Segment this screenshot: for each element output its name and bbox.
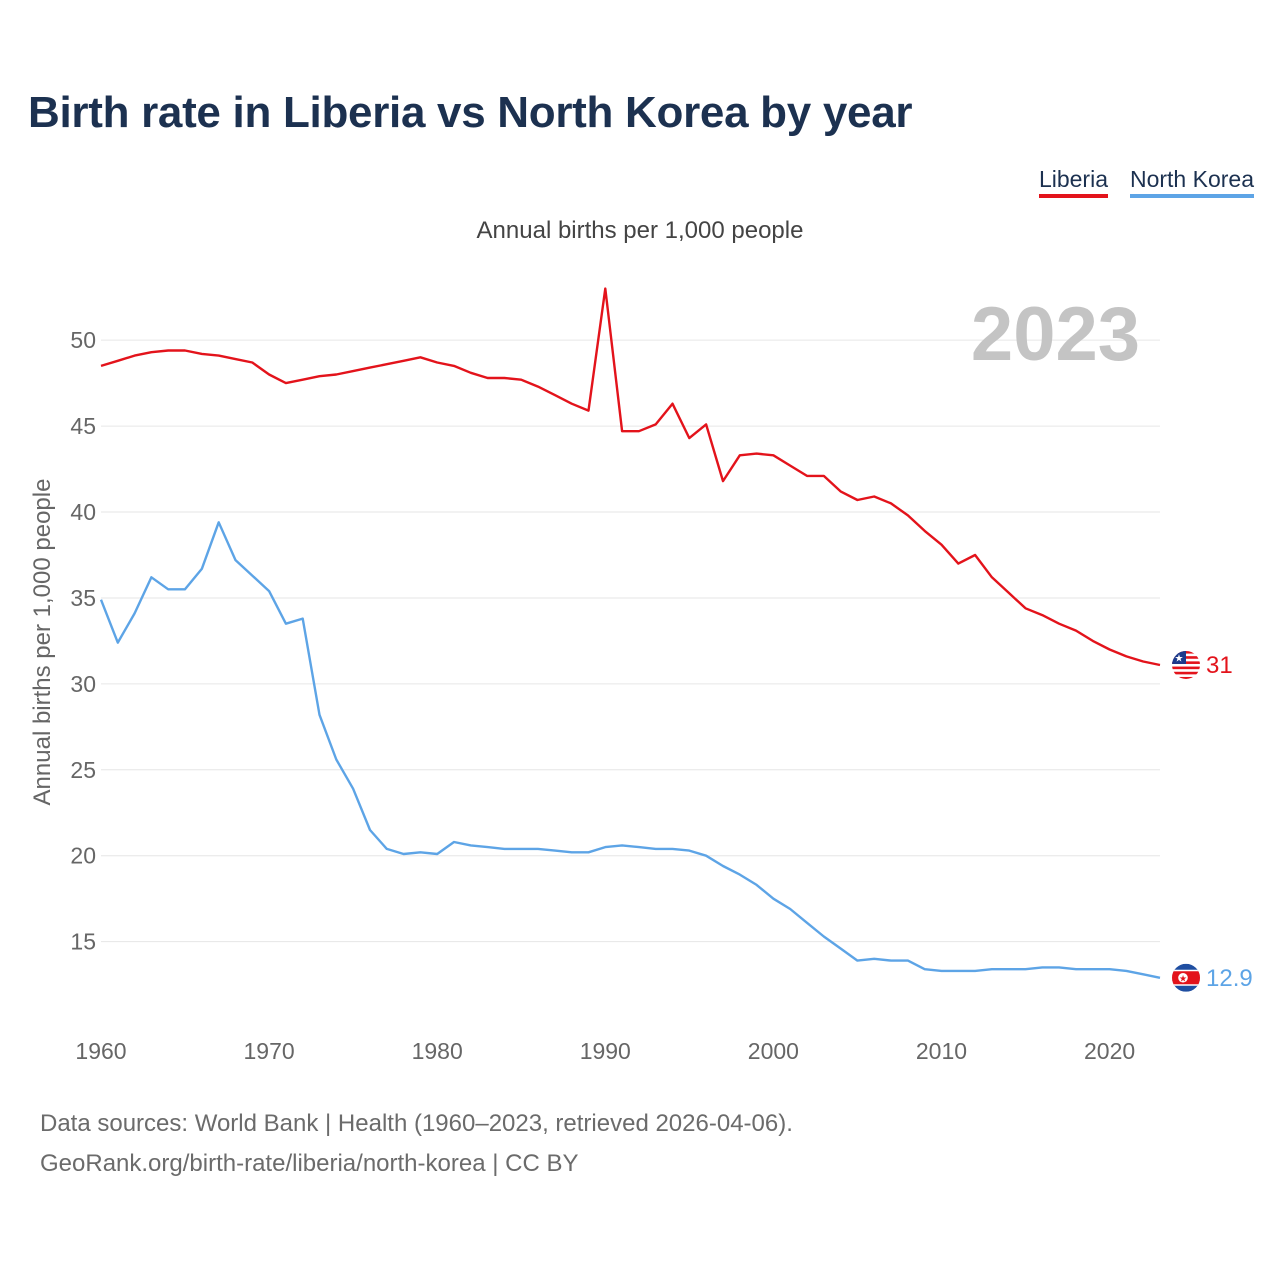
y-tick-label: 35 [70, 585, 96, 611]
end-markers: ★ ★ [1172, 650, 1200, 992]
x-tick-label: 1990 [580, 1038, 631, 1064]
y-tick-label: 25 [70, 757, 96, 783]
x-tick-label: 1960 [75, 1038, 126, 1064]
gridlines [101, 339, 1160, 943]
y-tick-label: 20 [70, 843, 96, 869]
north-korea-end-value: 12.9 [1206, 965, 1253, 992]
svg-text:★: ★ [1179, 973, 1187, 983]
legend-item-liberia[interactable]: Liberia [1038, 166, 1108, 198]
y-tick-label: 15 [70, 929, 96, 955]
x-tick-label: 2010 [916, 1038, 967, 1064]
legend: Liberia North Korea [1038, 166, 1254, 198]
line-chart: 15 20 25 30 35 40 45 50 1960 1970 1980 1990 2000 201… [29, 287, 1253, 1064]
y-axis-title: Annual births per 1,000 people [29, 479, 56, 806]
y-tick-label: 40 [70, 499, 96, 525]
y-tick-label: 30 [70, 671, 96, 697]
x-tick-label: 1980 [412, 1038, 463, 1064]
series-lines [99, 287, 1161, 979]
chart-subtitle: Annual births per 1,000 people [476, 217, 804, 244]
year-watermark: 2023 [971, 292, 1140, 377]
x-tick-label: 2000 [748, 1038, 799, 1064]
x-tick-label: 1970 [244, 1038, 295, 1064]
legend-item-north-korea[interactable]: North Korea [1129, 166, 1254, 198]
chart-title: Birth rate in Liberia vs North Korea by … [28, 88, 913, 137]
liberia-end-value: 31 [1206, 652, 1233, 679]
footer: Data sources: World Bank | Health (1960–… [40, 1104, 793, 1184]
svg-text:★: ★ [1175, 653, 1184, 664]
x-tick-label: 2020 [1084, 1038, 1135, 1064]
series-line-liberia[interactable] [100, 287, 1161, 667]
source-link[interactable]: GeoRank.org/birth-rate/liberia/north-kor… [40, 1150, 579, 1177]
x-axis-ticks: 1960 1970 1980 1990 2000 2010 2020 [75, 1038, 1135, 1064]
y-tick-label: 50 [70, 327, 96, 353]
series-line-north-korea[interactable] [99, 521, 1161, 979]
north-korea-flag-icon: ★ [1172, 963, 1200, 992]
data-source-note: Data sources: World Bank | Health (1960–… [40, 1110, 793, 1137]
liberia-flag-icon: ★ [1172, 650, 1200, 679]
y-tick-label: 45 [70, 413, 96, 439]
y-axis-ticks: 15 20 25 30 35 40 45 50 [70, 327, 96, 955]
